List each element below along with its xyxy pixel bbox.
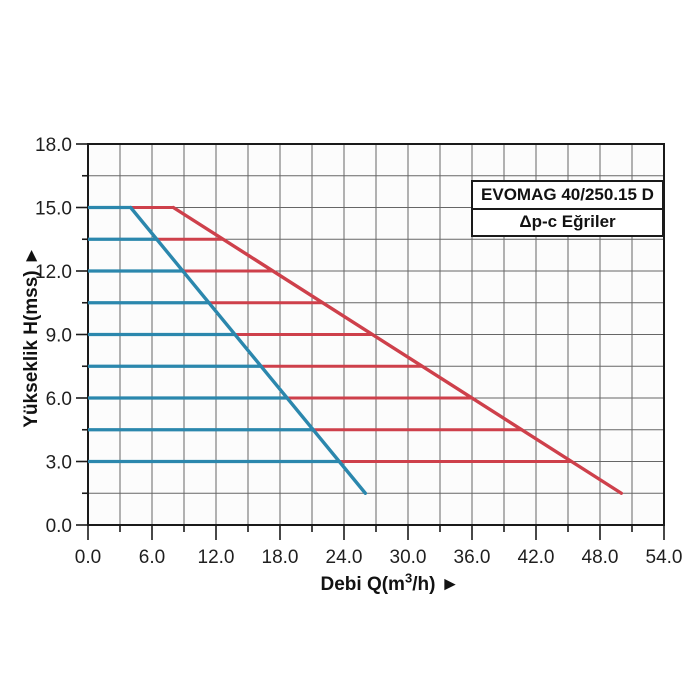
svg-text:0.0: 0.0 [46,516,72,537]
svg-text:12.0: 12.0 [198,547,235,568]
svg-text:48.0: 48.0 [582,547,619,568]
x-axis-title-text: Debi Q(m [320,574,405,595]
svg-text:24.0: 24.0 [326,547,363,568]
x-axis-title: Debi Q(m3/h) ► [90,570,690,596]
svg-text:18.0: 18.0 [35,135,72,156]
svg-text:6.0: 6.0 [139,547,165,568]
legend-model-name: EVOMAG 40/250.15 D [473,182,662,210]
red-max-curve [171,205,624,495]
svg-text:0.0: 0.0 [75,547,101,568]
legend-curve-type: Δp-c Eğriler [519,212,616,232]
svg-text:18.0: 18.0 [262,547,299,568]
x-axis-title-unit: /h) ► [412,574,460,595]
svg-text:15.0: 15.0 [35,199,72,220]
x-tick-labels: 0.0 6.0 12.0 18.0 24.0 30.0 36.0 42.0 48.0 54.0 [75,547,683,568]
svg-text:42.0: 42.0 [518,547,555,568]
blue-max-curve [128,205,368,495]
svg-text:12.0: 12.0 [35,262,72,283]
svg-text:6.0: 6.0 [46,389,72,410]
legend-box: EVOMAG 40/250.15 D Δp-c Eğriler [471,180,664,237]
x-axis-title-sup: 3 [404,570,413,586]
y-axis-title: Yükseklik H(mss) ► [21,246,42,428]
y-tick-labels: 0.0 3.0 6.0 9.0 12.0 15.0 18.0 [35,135,72,537]
svg-text:9.0: 9.0 [46,326,72,347]
tick-marks [76,143,665,540]
svg-text:54.0: 54.0 [646,547,683,568]
svg-text:30.0: 30.0 [390,547,427,568]
svg-text:3.0: 3.0 [46,453,72,474]
constant-pressure-lines [88,205,572,464]
svg-text:36.0: 36.0 [454,547,491,568]
